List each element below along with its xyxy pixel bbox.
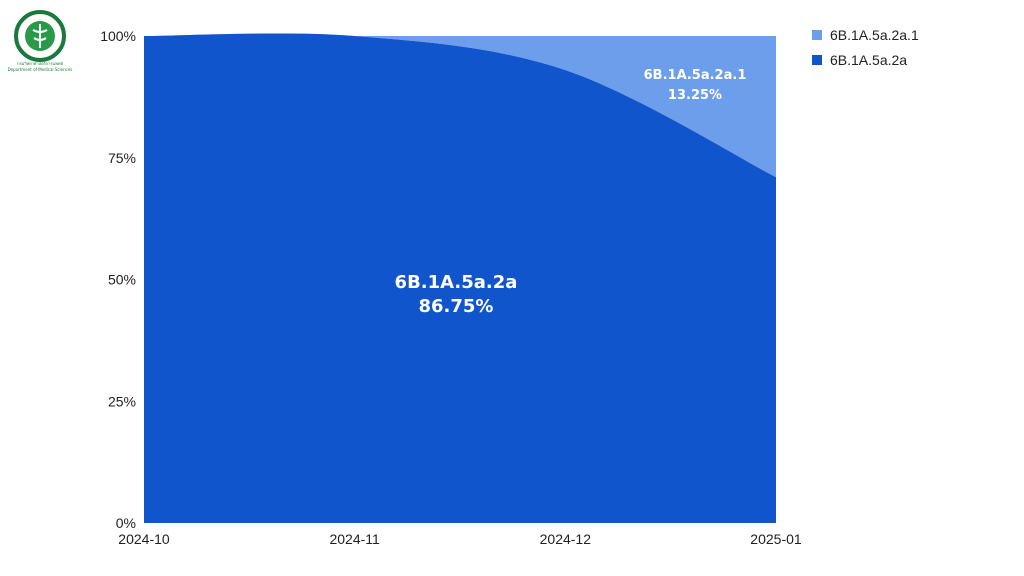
annotation-value: 13.25% bbox=[668, 88, 722, 103]
annotation-value: 86.75% bbox=[419, 296, 494, 317]
annotation-top: 6B.1A.5a.2a.1 13.25% bbox=[644, 68, 747, 103]
legend-label: 6B.1A.5a.2a bbox=[830, 52, 907, 68]
x-tick-label: 2024-11 bbox=[329, 531, 380, 547]
x-tick-label: 2024-10 bbox=[118, 531, 170, 547]
legend-swatch bbox=[812, 30, 822, 40]
x-axis: 2024-10 2024-11 2024-12 2025-01 bbox=[118, 531, 802, 547]
annotation-label: 6B.1A.5a.2a bbox=[395, 272, 518, 293]
annotation-label: 6B.1A.5a.2a.1 bbox=[644, 68, 747, 83]
y-tick-label: 100% bbox=[100, 28, 136, 44]
y-tick-label: 50% bbox=[108, 272, 136, 288]
area-6b-1a-5a-2a bbox=[144, 33, 776, 523]
y-axis: 0% 25% 50% 75% 100% bbox=[100, 28, 136, 531]
legend-label: 6B.1A.5a.2a.1 bbox=[830, 27, 919, 43]
x-tick-label: 2025-01 bbox=[750, 531, 802, 547]
y-tick-label: 0% bbox=[116, 515, 136, 531]
legend-item: 6B.1A.5a.2a bbox=[812, 52, 907, 68]
area-6b-1a-5a-2a-1 bbox=[144, 33, 776, 178]
caduceus-icon bbox=[32, 24, 48, 48]
x-tick-label: 2024-12 bbox=[540, 531, 592, 547]
legend-item: 6B.1A.5a.2a.1 bbox=[812, 27, 919, 43]
logo-text-top: กรมวิทยาศาสตร์การแพทย์ bbox=[17, 61, 63, 66]
legend-swatch bbox=[812, 55, 822, 65]
plot-area bbox=[144, 33, 776, 523]
legend: 6B.1A.5a.2a.1 6B.1A.5a.2a bbox=[812, 27, 919, 68]
logo-text-bottom: Department of Medical Sciences bbox=[8, 67, 73, 72]
y-tick-label: 25% bbox=[108, 393, 136, 409]
y-tick-label: 75% bbox=[108, 150, 136, 166]
annotation-bottom: 6B.1A.5a.2a 86.75% bbox=[395, 272, 518, 317]
logo: กรมวิทยาศาสตร์การแพทย์ Department of Med… bbox=[8, 10, 73, 72]
